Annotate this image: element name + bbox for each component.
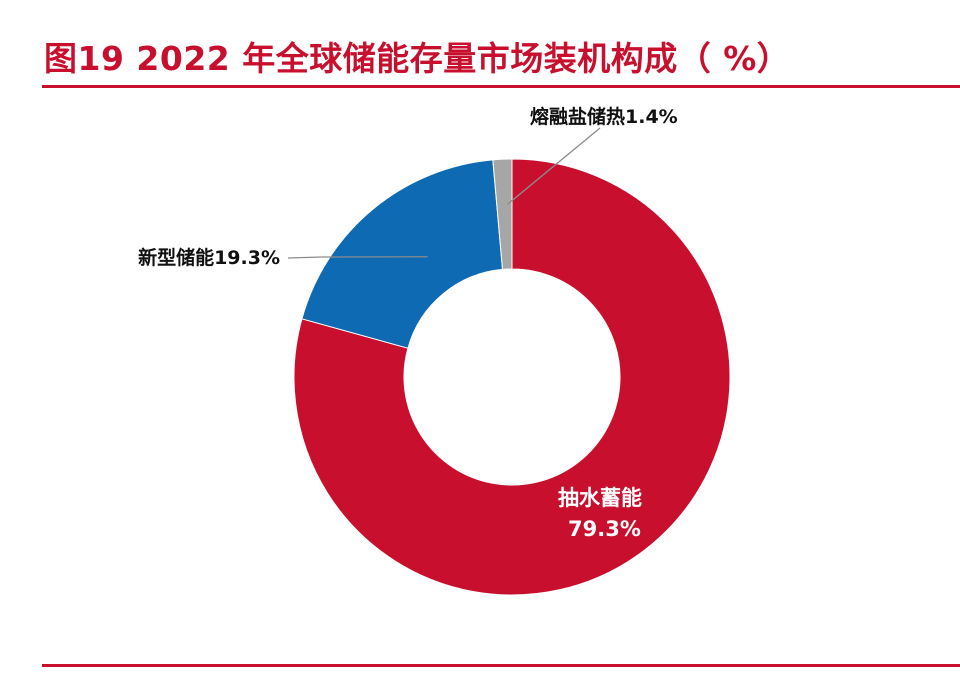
label-pumped-hydro-name: 抽水蓄能: [558, 486, 642, 510]
bottom-rule: [42, 664, 960, 667]
label-new-storage: 新型储能19.3%: [138, 246, 280, 269]
leader-lines: [287, 127, 601, 259]
label-molten-salt: 熔融盐储热1.4%: [530, 105, 678, 128]
label-pumped-hydro-value: 79.3%: [568, 517, 641, 541]
slice-pumped-hydro: [293, 158, 731, 596]
title-underline: [42, 85, 960, 88]
figure-title: 图19 2022 年全球储能存量市场装机构成（ %）: [44, 39, 791, 78]
leader-line-new-storage: [287, 256, 428, 259]
slice-molten-salt: [492, 158, 513, 270]
leader-line-molten-salt: [507, 127, 601, 205]
donut-slices: [293, 158, 731, 596]
slice-new-storage: [301, 159, 504, 349]
